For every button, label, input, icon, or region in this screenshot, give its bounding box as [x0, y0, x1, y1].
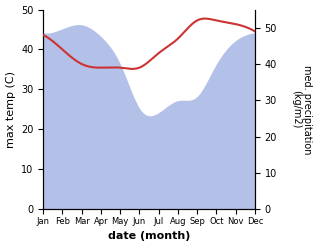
X-axis label: date (month): date (month) [108, 231, 190, 242]
Y-axis label: med. precipitation
(kg/m2): med. precipitation (kg/m2) [291, 65, 313, 154]
Y-axis label: max temp (C): max temp (C) [5, 71, 16, 148]
